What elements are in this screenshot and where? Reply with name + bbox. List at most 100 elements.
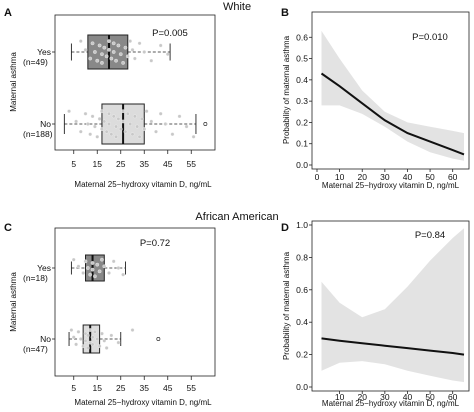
y-tick-label: 0.6 — [296, 285, 308, 295]
jitter-point — [170, 132, 175, 137]
jitter-point — [69, 328, 74, 332]
x-axis-label: Maternal 25−hydroxy vitamin D, ng/mL — [74, 180, 212, 189]
jitter-point — [93, 124, 97, 129]
jitter-point — [137, 41, 142, 46]
x-axis-label: Maternal 25−hydroxy vitamin D, ng/mL — [322, 181, 460, 190]
x-tick-label: 55 — [187, 159, 197, 169]
panel-d: D 0.0 0.2 0.4 0.6 0.8 1.0 10 20 30 40 50 60Maternal… — [281, 220, 470, 408]
panel-c: C 5 15 25 35 45 55 Maternal 25−hydroxy vitamin… — [4, 222, 216, 407]
jitter-point — [135, 124, 140, 129]
jitter-point — [86, 122, 90, 126]
jitter-point — [100, 61, 104, 65]
category-label: Yes — [37, 47, 51, 57]
jitter-point — [114, 134, 118, 139]
p-value-label: P=0.72 — [140, 238, 170, 249]
jitter-point — [114, 124, 118, 129]
y-tick-label: 0.0 — [296, 382, 308, 392]
y-tick-label: 0.1 — [296, 139, 308, 149]
jitter-point — [100, 331, 104, 336]
jitter-point — [100, 52, 104, 57]
category-label: No — [40, 334, 51, 344]
x-tick-label: 50 — [425, 172, 435, 182]
x-tick-label: 35 — [140, 383, 150, 393]
jitter-point — [90, 41, 95, 46]
jitter-point — [104, 129, 109, 134]
y-tick-label: 0.8 — [296, 252, 308, 262]
jitter-point — [111, 259, 116, 264]
jitter-point — [71, 335, 76, 340]
panel-b-frame — [311, 11, 470, 170]
jitter-point — [95, 58, 100, 63]
x-tick-label: 60 — [448, 392, 458, 402]
jitter-point — [90, 114, 95, 119]
panel-c-frame — [54, 227, 216, 377]
jitter-point — [111, 114, 116, 119]
jitter-point — [100, 109, 104, 114]
category-label: No — [40, 119, 51, 129]
jitter-point — [128, 122, 132, 126]
jitter-point — [83, 47, 88, 52]
x-tick-label: 55 — [187, 383, 197, 393]
y-axis-label: Probability of maternal asthma — [282, 35, 291, 144]
outlier-point — [203, 122, 208, 126]
panel-a: A 5 15 25 35 45 55 Maternal 25−hydroxy vitamin… — [4, 7, 216, 189]
jitter-point — [121, 61, 125, 65]
jitter-point — [118, 127, 123, 131]
y-tick-label: 0.2 — [296, 350, 308, 360]
jitter-point — [133, 114, 137, 119]
x-tick-label: 15 — [93, 383, 103, 393]
x-tick-label: 15 — [93, 159, 103, 169]
jitter-point — [88, 328, 93, 332]
jitter-point — [107, 111, 111, 116]
jitter-point — [130, 328, 135, 332]
jitter-point — [128, 39, 132, 43]
jitter-point — [133, 56, 137, 61]
jitter-point — [88, 132, 93, 137]
jitter-point — [118, 52, 123, 57]
jitter-point — [97, 344, 102, 349]
jitter-point — [102, 45, 107, 50]
p-value-label: P=0.84 — [415, 230, 445, 241]
jitter-point — [130, 132, 135, 137]
p-value-label: P=0.010 — [412, 32, 448, 43]
outlier-point — [156, 337, 161, 341]
x-tick-label: 40 — [403, 172, 413, 182]
jitter-point — [107, 47, 111, 52]
confidence-band — [321, 30, 464, 161]
jitter-point — [90, 335, 95, 340]
x-tick-label: 50 — [425, 392, 435, 402]
jitter-point — [78, 39, 83, 43]
jitter-point — [104, 54, 109, 59]
x-tick-label: 20 — [357, 172, 367, 182]
fitted-line — [321, 337, 465, 356]
jitter-point — [107, 39, 111, 43]
category-count-label: (n=18) — [23, 273, 48, 283]
p-value-label: P=0.005 — [152, 28, 188, 39]
jitter-point — [149, 119, 154, 124]
y-tick-label: 0.4 — [296, 75, 308, 85]
jitter-point — [111, 41, 116, 46]
y-tick-label: 0.5 — [296, 54, 308, 64]
jitter-point — [142, 127, 147, 131]
y-tick-label: 0.4 — [296, 317, 308, 327]
jitter-point — [107, 271, 111, 275]
jitter-point — [76, 264, 81, 269]
jitter-point — [97, 117, 102, 121]
jitter-point — [102, 264, 107, 269]
jitter-point — [116, 266, 121, 270]
x-tick-label: 45 — [163, 383, 173, 393]
jitter-point — [163, 122, 168, 126]
jitter-point — [121, 109, 125, 114]
panel-b: B 0.0 0.1 0.2 0.3 0.4 0.5 0.6 0 10 20 30 40 50 60Mate… — [281, 7, 470, 190]
jitter-point — [90, 342, 95, 347]
y-axis-label: Maternal asthma — [9, 272, 18, 332]
x-axis-label: Maternal 25−hydroxy vitamin D, ng/mL — [322, 399, 460, 408]
panel-d-frame — [311, 220, 470, 392]
x-tick-label: 10 — [335, 172, 345, 182]
jitter-point — [90, 267, 95, 272]
jitter-point — [121, 119, 125, 124]
jitter-point — [149, 58, 154, 63]
jitter-point — [116, 340, 121, 345]
jitter-point — [114, 58, 118, 63]
jitter-point — [123, 45, 128, 50]
